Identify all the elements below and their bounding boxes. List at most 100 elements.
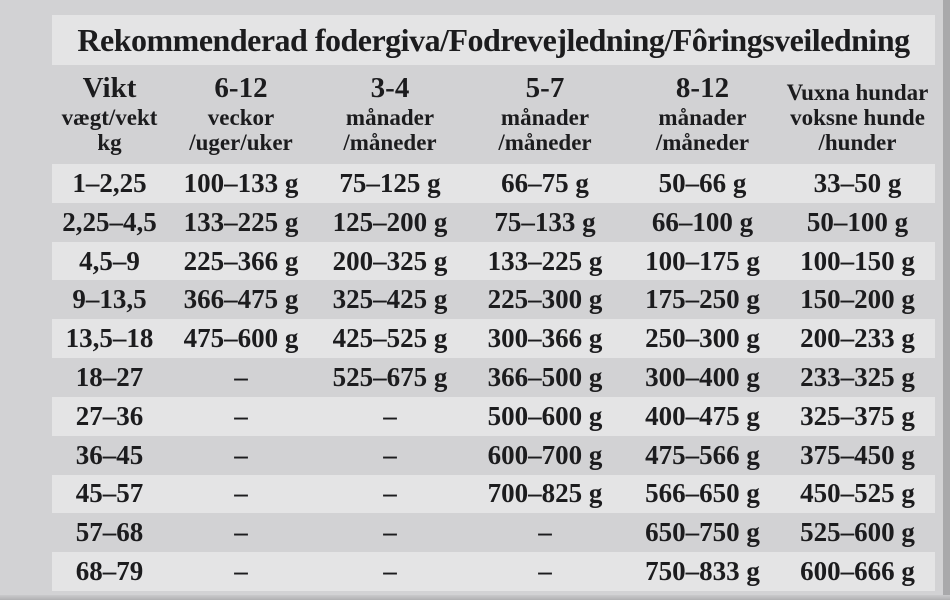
- amount-cell: 50–66 g: [658, 167, 747, 198]
- amount-cell: 75–133 g: [494, 206, 596, 237]
- column-header-line: kg: [97, 130, 122, 155]
- column-header-line: Vuxna hundar: [786, 80, 929, 105]
- amount-cell: 225–300 g: [487, 284, 603, 315]
- amount-cell: 325–425 g: [332, 284, 448, 315]
- amount-cell: 600–700 g: [487, 439, 603, 470]
- column-header-3-4-months: 3-4 månader /måneder: [315, 72, 465, 155]
- amount-cell: 75–125 g: [339, 167, 441, 198]
- amount-cell: –: [234, 478, 248, 509]
- table-row: 68–79 – – – 750–833 g 600–666 g: [52, 552, 935, 591]
- column-header-line: 5-7: [525, 72, 565, 104]
- amount-cell: 650–750 g: [645, 517, 760, 548]
- column-header-5-7-months: 5-7 månader /måneder: [465, 72, 625, 155]
- amount-cell: 125–200 g: [332, 206, 448, 237]
- amount-cell: 233–325 g: [800, 361, 915, 392]
- amount-cell: 66–100 g: [651, 206, 754, 237]
- column-header-8-12-months: 8-12 månader /måneder: [625, 72, 780, 155]
- amount-cell: 425–525 g: [332, 323, 448, 354]
- column-header-line: /måneder: [498, 130, 592, 155]
- table-row: 9–13,5 366–475 g 325–425 g 225–300 g 175…: [52, 280, 935, 319]
- page-right-edge-shadow: [943, 0, 950, 600]
- amount-cell: 325–375 g: [800, 400, 915, 431]
- weight-range-cell: 45–57: [75, 478, 144, 509]
- column-header-line: månader: [658, 105, 747, 130]
- amount-cell: 500–600 g: [487, 400, 603, 431]
- column-header-line: /måneder: [343, 130, 437, 155]
- column-header-line: 8-12: [675, 72, 730, 104]
- column-header-line: 6-12: [214, 72, 268, 104]
- amount-cell: 525–675 g: [332, 361, 448, 392]
- amount-cell: 366–475 g: [183, 284, 299, 315]
- table-title: Rekommenderad fodergiva/Fodrevejledning/…: [77, 21, 910, 58]
- table-row: 13,5–18 475–600 g 425–525 g 300–366 g 25…: [52, 319, 935, 359]
- amount-cell: 250–300 g: [645, 323, 760, 354]
- column-header-line: månader: [345, 105, 435, 130]
- amount-cell: 475–600 g: [183, 323, 299, 354]
- weight-range-cell: 4,5–9: [79, 245, 140, 276]
- column-header-6-12-weeks: 6-12 veckor /uger/uker: [167, 72, 315, 155]
- amount-cell: 133–225 g: [183, 206, 299, 237]
- weight-range-cell: 1–2,25: [72, 167, 147, 198]
- table-row: 2,25–4,5 133–225 g 125–200 g 75–133 g 66…: [52, 203, 935, 242]
- amount-cell: 175–250 g: [645, 284, 760, 315]
- weight-range-cell: 36–45: [75, 439, 144, 470]
- amount-cell: 600–666 g: [800, 556, 915, 587]
- amount-cell: –: [383, 556, 397, 587]
- column-header-line: månader: [500, 105, 590, 130]
- title-band: Rekommenderad fodergiva/Fodrevejledning/…: [52, 15, 935, 65]
- weight-range-cell: 57–68: [75, 517, 144, 548]
- amount-cell: –: [234, 517, 248, 548]
- page-bottom-edge-shadow: [0, 595, 950, 600]
- amount-cell: 225–366 g: [183, 245, 299, 276]
- table-row: 1–2,25 100–133 g 75–125 g 66–75 g 50–66 …: [52, 164, 935, 203]
- column-header-line: Vikt: [82, 72, 137, 104]
- amount-cell: 475–566 g: [645, 439, 760, 470]
- amount-cell: –: [383, 400, 397, 431]
- table-body: 1–2,25 100–133 g 75–125 g 66–75 g 50–66 …: [52, 164, 935, 591]
- amount-cell: –: [234, 361, 248, 392]
- amount-cell: 400–475 g: [645, 400, 760, 431]
- column-header-weight: Vikt vægt/vekt kg: [52, 72, 167, 155]
- amount-cell: –: [538, 556, 552, 587]
- column-header-line: /uger/uker: [189, 130, 293, 155]
- table-row: 4,5–9 225–366 g 200–325 g 133–225 g 100–…: [52, 241, 935, 281]
- weight-range-cell: 13,5–18: [65, 323, 154, 354]
- table-row: 27–36 – – 500–600 g 400–475 g 325–375 g: [52, 396, 935, 436]
- amount-cell: 375–450 g: [800, 439, 915, 470]
- weight-range-cell: 9–13,5: [72, 284, 147, 315]
- amount-cell: –: [538, 517, 552, 548]
- amount-cell: 566–650 g: [645, 478, 760, 509]
- amount-cell: 100–150 g: [800, 245, 915, 276]
- column-header-line: vægt/vekt: [61, 105, 158, 130]
- amount-cell: 750–833 g: [645, 556, 760, 587]
- table-header-row: Vikt vægt/vekt kg 6-12 veckor /uger/uker…: [52, 72, 935, 155]
- amount-cell: 450–525 g: [800, 478, 915, 509]
- table-row: 57–68 – – – 650–750 g 525–600 g: [52, 513, 935, 552]
- amount-cell: 200–233 g: [800, 323, 915, 354]
- column-header-line: veckor: [207, 105, 275, 130]
- column-header-line: /hunder: [818, 130, 897, 155]
- amount-cell: –: [234, 556, 248, 587]
- column-header-line: /måneder: [655, 130, 750, 155]
- weight-range-cell: 2,25–4,5: [62, 206, 157, 237]
- amount-cell: –: [234, 400, 248, 431]
- amount-cell: –: [383, 439, 397, 470]
- weight-range-cell: 68–79: [75, 556, 144, 587]
- amount-cell: –: [383, 517, 397, 548]
- amount-cell: 525–600 g: [800, 517, 915, 548]
- amount-cell: –: [383, 478, 397, 509]
- amount-cell: 100–133 g: [183, 167, 299, 198]
- column-header-adult-dogs: Vuxna hundar voksne hunde /hunder: [780, 72, 935, 155]
- amount-cell: 100–175 g: [645, 245, 760, 276]
- amount-cell: 33–50 g: [813, 167, 902, 198]
- amount-cell: 50–100 g: [806, 206, 909, 237]
- amount-cell: 133–225 g: [487, 245, 603, 276]
- amount-cell: 700–825 g: [487, 478, 603, 509]
- column-header-line: voksne hunde: [790, 105, 925, 130]
- amount-cell: 366–500 g: [487, 361, 603, 392]
- amount-cell: 66–75 g: [501, 167, 589, 198]
- amount-cell: –: [234, 439, 248, 470]
- amount-cell: 150–200 g: [800, 284, 915, 315]
- table-row: 36–45 – – 600–700 g 475–566 g 375–450 g: [52, 436, 935, 475]
- amount-cell: 200–325 g: [332, 245, 448, 276]
